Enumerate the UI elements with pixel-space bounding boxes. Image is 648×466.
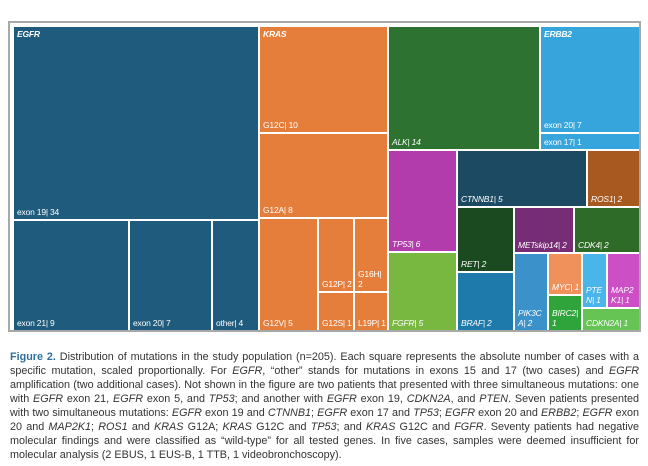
block-label-ret: RET| 2 (461, 259, 487, 269)
treemap-block-alk: ALK| 14 (389, 27, 539, 149)
block-label-map2k1: MAP2K1| 1 (611, 285, 634, 305)
block-label-alk: ALK| 14 (392, 137, 421, 147)
block-label-kras-g12p: G12P| 2 (322, 279, 352, 289)
block-label-cdk4: CDK4| 2 (578, 240, 609, 250)
block-label-egfr-exon21: exon 21| 9 (17, 318, 55, 328)
treemap-block-fgfr: FGFR| 5 (389, 253, 456, 330)
treemap-block-metskip14: METskip14| 2 (515, 208, 573, 252)
treemap-block-ctnnb1: CTNNB1| 5 (458, 151, 586, 206)
treemap-block-erbb2-exon17: exon 17| 1 (541, 134, 639, 149)
treemap-block-birc2: BIRC2| 1 (549, 296, 581, 330)
treemap-block-kras-g12p: G12P| 2 (319, 219, 353, 291)
block-label-myc: MYC| 1 (552, 282, 579, 292)
treemap-block-erbb2-exon20: ERBB2 exon 20| 7 (541, 27, 639, 132)
treemap-block-egfr-exon20: exon 20| 7 (130, 221, 211, 330)
treemap-block-kras-g12c: KRAS G12C| 10 (260, 27, 387, 132)
block-label-erbb2-exon20: exon 20| 7 (544, 120, 582, 130)
block-label-kras-g16h: G16H| 2 (358, 269, 382, 289)
group-label-egfr: EGFR (17, 29, 40, 39)
treemap-frame: EGFR exon 19| 34 exon 21| 9 exon 20| 7 other… (8, 21, 641, 332)
figure-caption: Figure 2. Distribution of mutations in t… (10, 350, 639, 462)
block-label-ros1: ROS1| 2 (591, 194, 623, 204)
treemap-block-egfr-other: other| 4 (213, 221, 258, 330)
block-label-ctnnb1: CTNNB1| 5 (461, 194, 503, 204)
block-label-metskip14: METskip14| 2 (518, 240, 567, 250)
treemap-block-egfr-exon19: EGFR exon 19| 34 (14, 27, 258, 219)
block-label-egfr-exon20: exon 20| 7 (133, 318, 171, 328)
treemap-block-pten: PTEN| 1 (583, 254, 606, 307)
block-label-cdkn2a: CDKN2A| 1 (586, 318, 628, 328)
block-label-birc2: BIRC2| 1 (552, 308, 579, 328)
block-label-kras-l19p: L19P| 1 (358, 318, 386, 328)
block-label-kras-g12c: G12C| 10 (263, 120, 298, 130)
block-label-kras-g12v: G12V| 5 (263, 318, 293, 328)
treemap-block-kras-g12a: G12A| 8 (260, 134, 387, 217)
block-label-egfr-exon19: exon 19| 34 (17, 207, 60, 217)
block-label-kras-g12a: G12A| 8 (263, 205, 293, 215)
treemap-block-ros1: ROS1| 2 (588, 151, 639, 206)
block-label-kras-g12s: G12S| 1 (322, 318, 352, 328)
block-label-erbb2-exon17: exon 17| 1 (544, 137, 582, 147)
block-label-pten: PTEN| 1 (586, 285, 602, 305)
figure-caption-label: Figure 2. (10, 351, 56, 363)
treemap-block-kras-l19p: L19P| 1 (355, 293, 387, 330)
treemap-block-pik3ca: PIK3CA| 2 (515, 254, 547, 330)
mutation-treemap: EGFR exon 19| 34 exon 21| 9 exon 20| 7 other… (14, 27, 639, 330)
treemap-block-kras-g12s: G12S| 1 (319, 293, 353, 330)
treemap-block-map2k1: MAP2K1| 1 (608, 254, 639, 307)
treemap-block-cdk4: CDK4| 2 (575, 208, 639, 252)
treemap-block-braf: BRAF| 2 (458, 273, 513, 330)
treemap-block-myc: MYC| 1 (549, 254, 581, 294)
block-label-egfr-other: other| 4 (216, 318, 244, 328)
treemap-block-kras-g12v: G12V| 5 (260, 219, 317, 330)
treemap-block-ret: RET| 2 (458, 208, 513, 271)
block-label-fgfr: FGFR| 5 (392, 318, 424, 328)
block-label-tp53: TP53| 6 (392, 239, 421, 249)
treemap-block-tp53: TP53| 6 (389, 151, 456, 251)
treemap-block-egfr-exon21: exon 21| 9 (14, 221, 128, 330)
treemap-block-kras-g16h: G16H| 2 (355, 219, 387, 291)
treemap-block-cdkn2a: CDKN2A| 1 (583, 309, 639, 330)
group-label-kras: KRAS (263, 29, 287, 39)
figure-caption-body: Distribution of mutations in the study p… (10, 351, 640, 461)
block-label-braf: BRAF| 2 (461, 318, 492, 328)
group-label-erbb2: ERBB2 (544, 29, 572, 39)
block-label-pik3ca: PIK3CA| 2 (518, 308, 542, 328)
